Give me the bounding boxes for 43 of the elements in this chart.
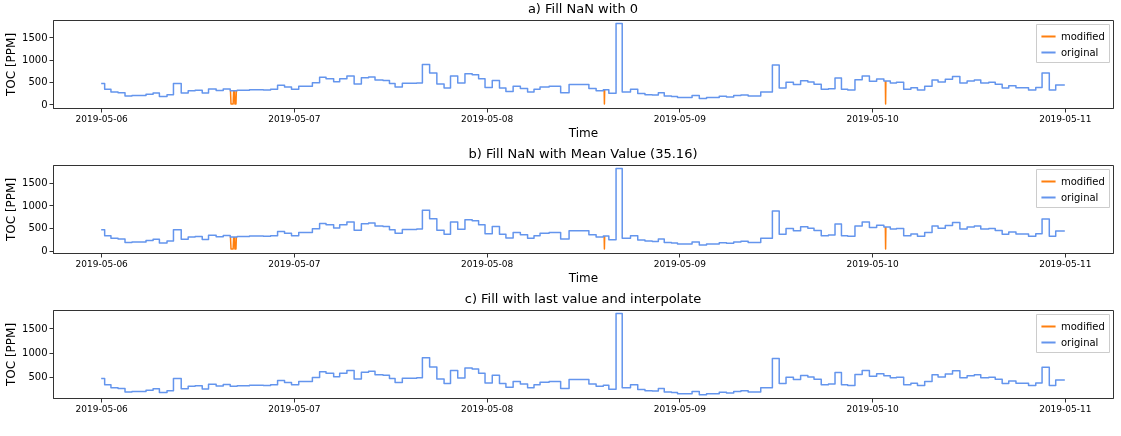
- y-axis-title: TOC [PPM]: [4, 322, 19, 388]
- x-tick-label: 2019-05-09: [653, 113, 707, 124]
- y-tick-label: 1000: [22, 54, 48, 66]
- y-tick-label: 1500: [22, 322, 48, 334]
- x-tick-label: 2019-05-09: [653, 403, 707, 414]
- legend-label: original: [1061, 191, 1099, 203]
- y-axis-title: TOC [PPM]: [4, 177, 19, 243]
- y-tick-label: 500: [28, 222, 48, 234]
- x-tick-label: 2019-05-06: [75, 113, 129, 124]
- x-axis-title: Time: [567, 270, 599, 285]
- x-tick-label: 2019-05-07: [268, 403, 321, 414]
- x-tick-label: 2019-05-10: [846, 113, 900, 124]
- y-tick-label: 0: [41, 245, 48, 257]
- x-tick-label: 2019-05-10: [846, 258, 900, 269]
- y-tick-label: 0: [41, 98, 48, 110]
- x-tick-label: 2019-05-10: [846, 403, 900, 414]
- y-tick-label: 500: [28, 76, 48, 88]
- y-tick-label: 1000: [22, 347, 48, 359]
- chart-title: b) Fill NaN with Mean Value (35.16): [468, 146, 698, 161]
- legend-label: modified: [1061, 320, 1105, 332]
- x-tick-label: 2019-05-11: [1039, 113, 1092, 124]
- legend-label: modified: [1061, 30, 1105, 42]
- y-tick-label: 500: [28, 371, 48, 383]
- y-tick-label: 1500: [22, 31, 48, 43]
- x-axis-title: Time: [567, 125, 599, 140]
- x-tick-label: 2019-05-06: [75, 258, 129, 269]
- x-tick-label: 2019-05-11: [1039, 258, 1092, 269]
- y-tick-label: 1500: [22, 177, 48, 189]
- x-tick-label: 2019-05-11: [1039, 403, 1092, 414]
- legend-label: original: [1061, 336, 1099, 348]
- y-axis-title: TOC [PPM]: [4, 32, 19, 98]
- x-tick-label: 2019-05-08: [460, 113, 514, 124]
- x-tick-label: 2019-05-07: [268, 113, 321, 124]
- x-tick-label: 2019-05-09: [653, 258, 707, 269]
- legend-label: modified: [1061, 175, 1105, 187]
- legend-label: original: [1061, 46, 1099, 58]
- x-tick-label: 2019-05-08: [460, 258, 514, 269]
- x-tick-label: 2019-05-07: [268, 258, 321, 269]
- x-tick-label: 2019-05-08: [460, 403, 514, 414]
- y-tick-label: 1000: [22, 199, 48, 211]
- chart-title: c) Fill with last value and interpolate: [464, 291, 702, 306]
- x-tick-label: 2019-05-06: [75, 403, 129, 414]
- chart-title: a) Fill NaN with 0: [527, 1, 639, 16]
